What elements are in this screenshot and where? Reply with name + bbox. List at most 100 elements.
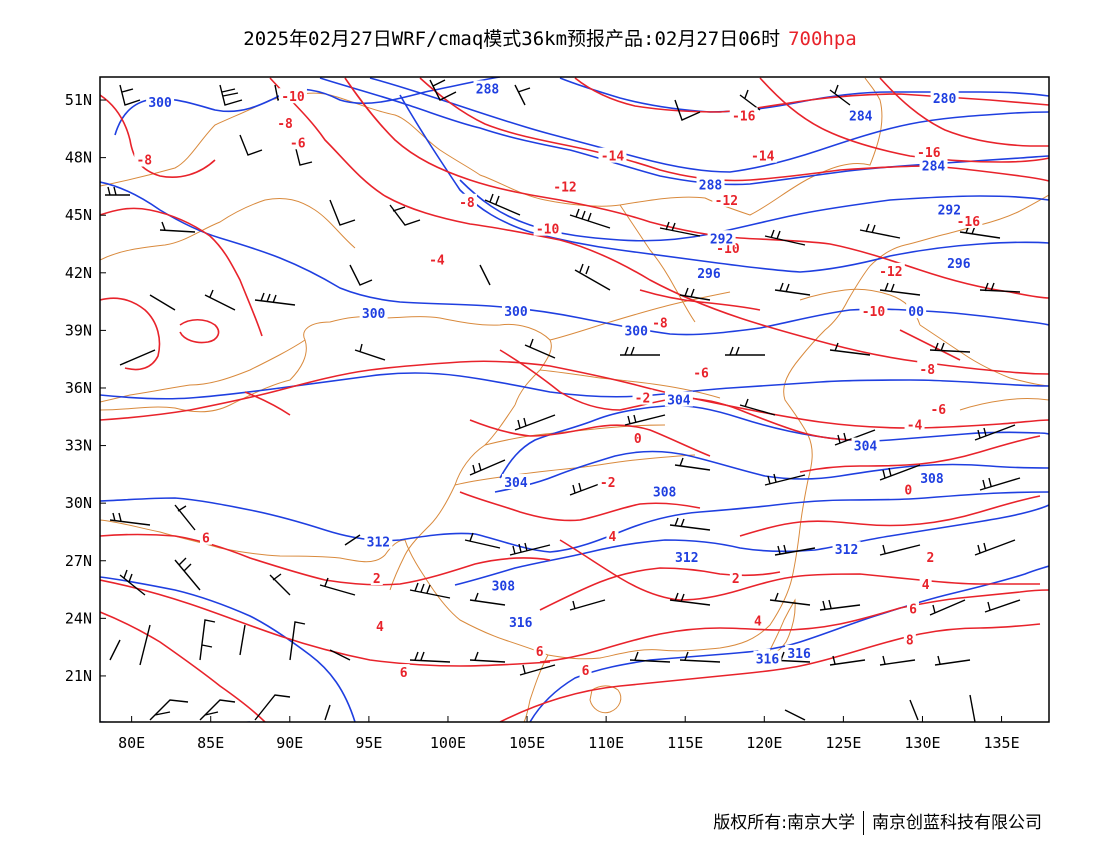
temperature-label: 2 <box>926 551 934 566</box>
height-label: 280 <box>933 92 957 107</box>
temperature-label-bg <box>631 429 644 445</box>
lon-tick-label: 95E <box>355 734 382 752</box>
height-label-bg <box>832 541 861 557</box>
temperature-label: -16 <box>732 109 756 124</box>
height-label: 308 <box>492 580 516 595</box>
temperature-label-bg <box>579 662 592 678</box>
height-label: 316 <box>509 616 533 631</box>
height-label: 304 <box>667 394 691 409</box>
height-label: 312 <box>835 543 858 558</box>
temperature-label-bg <box>606 527 619 543</box>
lat-tick-label: 27N <box>65 552 92 570</box>
height-label: 288 <box>699 179 723 194</box>
height-label: 304 <box>854 440 878 455</box>
height-label: 296 <box>697 267 721 282</box>
lon-tick-label: 90E <box>276 734 303 752</box>
temperature-label: 6 <box>202 532 210 547</box>
temperature-label-bg <box>712 191 741 207</box>
temperature-label-bg <box>373 618 386 634</box>
temperature-label: -6 <box>930 403 946 418</box>
height-label: 300 <box>148 96 172 111</box>
lon-tick-label: 120E <box>746 734 782 752</box>
temperature-label-bg <box>533 642 546 658</box>
temperature-label: -8 <box>919 363 935 378</box>
temperature-label: 2 <box>732 572 740 587</box>
temperature-label: -2 <box>635 392 651 407</box>
lon-tick-label: 100E <box>430 734 466 752</box>
temperature-label: -12 <box>553 180 576 195</box>
temperature-label-bg <box>397 664 410 680</box>
temperature-label-bg <box>632 389 653 405</box>
lat-tick-label: 39N <box>65 321 92 339</box>
height-label: 308 <box>920 472 944 487</box>
temperature-label-bg <box>598 147 627 163</box>
temperature-label: -10 <box>716 242 740 257</box>
temperature-label-bg <box>370 570 383 586</box>
lon-tick-label: 110E <box>588 734 624 752</box>
temperature-label: -6 <box>693 367 709 382</box>
temperature-label: 6 <box>582 664 590 679</box>
height-label: 316 <box>787 647 811 662</box>
temperature-label: -10 <box>536 223 560 238</box>
temperature-label: -12 <box>879 265 902 280</box>
temperature-label: -10 <box>862 305 886 320</box>
plot-frame <box>99 76 1050 723</box>
temperature-label-bg <box>859 303 888 319</box>
temperature-label-bg <box>287 134 308 150</box>
temperature-label-bg <box>551 178 580 194</box>
lat-tick-label: 42N <box>65 264 92 282</box>
copyright-text: 版权所有:南京大学 <box>713 813 855 833</box>
temperature-label-bg <box>275 115 296 131</box>
footer: 版权所有:南京大学 南京创蓝科技有限公司 <box>713 808 1042 835</box>
lat-tick-label: 33N <box>65 437 92 455</box>
height-label: 292 <box>938 203 961 218</box>
temperature-label: -6 <box>290 136 306 151</box>
temperature-label: -8 <box>136 154 152 169</box>
height-label-bg <box>917 470 946 486</box>
temperature-label: 4 <box>376 620 384 635</box>
temperature-label: 4 <box>754 614 762 629</box>
height-label-bg <box>944 255 973 271</box>
lon-tick-label: 125E <box>825 734 861 752</box>
temperature-label: 4 <box>922 578 930 593</box>
temperature-label-bg <box>903 631 916 647</box>
lon-tick-label: 130E <box>904 734 940 752</box>
temperature-label: 2 <box>373 572 381 587</box>
temperature-label: 6 <box>909 603 917 618</box>
temperature-label-bg <box>917 360 938 376</box>
latitude-axis: 51N 48N 45N 42N 39N 36N 33N 30N 27N 24N 21N <box>65 91 106 685</box>
temperature-label: -14 <box>601 150 625 165</box>
height-label: 288 <box>476 83 500 98</box>
temperature-label-bg <box>914 143 943 159</box>
height-label-bg <box>650 483 679 499</box>
temperature-label-bg <box>906 600 919 616</box>
temperature-label: -4 <box>907 418 923 433</box>
height-label-bg <box>672 548 701 564</box>
height-label-bg <box>930 90 959 106</box>
temperature-label-bg <box>876 262 905 278</box>
height-label-bg <box>506 614 535 630</box>
lat-tick-label: 30N <box>65 494 92 512</box>
temperature-label: -16 <box>957 215 981 230</box>
lon-tick-label: 115E <box>667 734 703 752</box>
height-label-bg <box>753 650 782 666</box>
company-text: 南京创蓝科技有限公司 <box>872 813 1042 833</box>
temperature-label-bg <box>928 401 949 417</box>
temperature-label: -14 <box>751 150 775 165</box>
temperature-label: -10 <box>281 90 305 105</box>
temperature-label-bg <box>691 364 712 380</box>
temperature-label-bg <box>533 220 562 236</box>
temperature-contours <box>100 77 1049 722</box>
height-label-bg <box>919 157 948 173</box>
height-label-bg <box>359 305 388 321</box>
height-label: 308 <box>653 486 677 501</box>
height-label-bg <box>501 303 530 319</box>
temperature-label-bg <box>904 416 925 432</box>
lon-tick-label: 85E <box>197 734 224 752</box>
temperature-label: 4 <box>609 530 617 545</box>
lon-tick-label: 80E <box>118 734 145 752</box>
lat-tick-label: 21N <box>65 667 92 685</box>
temperature-label: -8 <box>277 117 293 132</box>
height-label-bg <box>146 93 175 109</box>
lon-tick-label: 105E <box>509 734 545 752</box>
